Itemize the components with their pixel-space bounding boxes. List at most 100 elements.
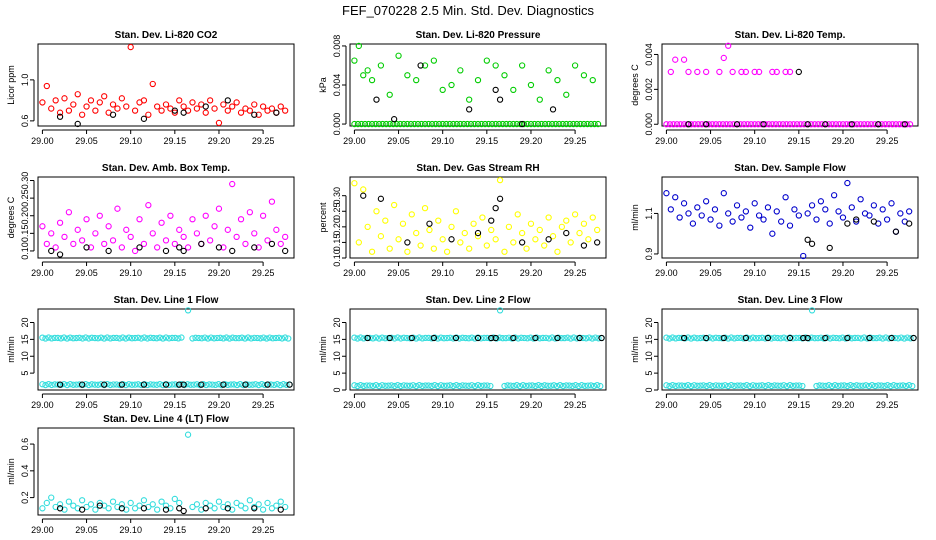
band-point (63, 335, 71, 342)
data-point (180, 103, 187, 110)
panel-6: Stan. Dev. Sample Flow 29.00 29.05 29.10 29.… (630, 163, 919, 278)
band-point (590, 382, 598, 390)
data-point (563, 217, 570, 224)
baseline-point (670, 121, 677, 128)
x-tick-label: 29.20 (832, 268, 855, 278)
data-point (725, 42, 732, 49)
flagged-point (549, 106, 557, 113)
data-point (844, 179, 851, 187)
flagged-point (140, 381, 148, 388)
band-point (282, 334, 289, 341)
data-point (421, 205, 429, 212)
baseline-point (783, 121, 790, 128)
data-point (193, 105, 201, 112)
data-point (61, 95, 68, 102)
data-point (883, 216, 891, 223)
band-point (406, 382, 414, 389)
data-point (355, 42, 362, 50)
band-point (416, 382, 423, 389)
data-point (483, 57, 490, 64)
band-point (584, 382, 592, 389)
x-tick-label: 29.05 (75, 136, 98, 146)
data-point (78, 497, 86, 504)
baseline-point (467, 120, 475, 128)
x-tick-label: 29.05 (699, 400, 722, 410)
data-point (56, 501, 64, 508)
panel-title: Stan. Dev. Amb. Box Temp. (102, 163, 230, 174)
panel-4: Stan. Dev. Amb. Box Temp. 29.00 29.05 29.10… (6, 163, 295, 278)
band-point (575, 382, 582, 390)
data-point (430, 245, 438, 252)
band-point (541, 382, 548, 389)
band-point (709, 335, 716, 342)
band-point (220, 335, 227, 342)
band-point (481, 382, 488, 389)
baseline-point (680, 121, 688, 128)
band-point (260, 334, 267, 341)
band-point (443, 382, 451, 389)
flagged-point (180, 109, 187, 116)
data-point (237, 109, 245, 116)
band-point (172, 381, 179, 388)
data-point (545, 214, 552, 221)
band-point (586, 334, 593, 341)
band-point (532, 382, 539, 390)
data-point (39, 505, 46, 512)
data-point (413, 76, 420, 84)
baseline-point (663, 121, 670, 128)
x-tick-label: 29.10 (431, 268, 454, 278)
band-point (731, 335, 738, 342)
band-point (195, 334, 202, 342)
flagged-point (105, 247, 112, 255)
band-point (718, 382, 726, 389)
band-point (833, 334, 840, 342)
data-point (848, 204, 855, 211)
data-point (702, 68, 710, 76)
data-point (672, 56, 679, 63)
data-point (96, 99, 103, 106)
baseline-point (393, 120, 400, 128)
flagged-point (224, 505, 231, 512)
data-point (189, 216, 196, 223)
flagged-point (202, 103, 209, 110)
x-tick-label: 29.10 (119, 400, 142, 410)
band-point (416, 334, 423, 341)
data-point (443, 248, 451, 255)
data-point (251, 230, 258, 237)
x-tick-label: 29.25 (564, 136, 587, 146)
band-point (251, 334, 258, 341)
band-point (204, 335, 212, 342)
band-point (579, 334, 587, 342)
band-point (450, 335, 457, 342)
baseline-point (354, 120, 362, 128)
band-point (728, 382, 735, 389)
band-point (789, 335, 797, 342)
band-point (746, 382, 753, 390)
band-point (226, 335, 233, 342)
band-point (159, 335, 167, 342)
data-point (43, 499, 50, 507)
data-point (78, 111, 86, 118)
baseline-point (563, 120, 570, 128)
band-point (274, 381, 281, 388)
baseline-point (779, 121, 787, 128)
data-point (268, 105, 276, 112)
baseline-point (386, 120, 393, 128)
band-point (223, 334, 230, 341)
data-point (74, 226, 81, 233)
band-point (209, 381, 216, 388)
flagged-point (282, 247, 289, 255)
data-point (667, 68, 674, 76)
data-point (171, 109, 178, 116)
baseline-point (414, 120, 422, 128)
band-point (85, 335, 92, 342)
baseline-point (709, 121, 716, 128)
flagged-point (74, 120, 81, 128)
band-point (862, 382, 870, 389)
data-point (685, 68, 692, 76)
band-point (165, 335, 173, 342)
band-point (669, 334, 676, 341)
flagged-point (202, 505, 209, 512)
band-point (496, 334, 503, 341)
flagged-point (496, 96, 504, 103)
